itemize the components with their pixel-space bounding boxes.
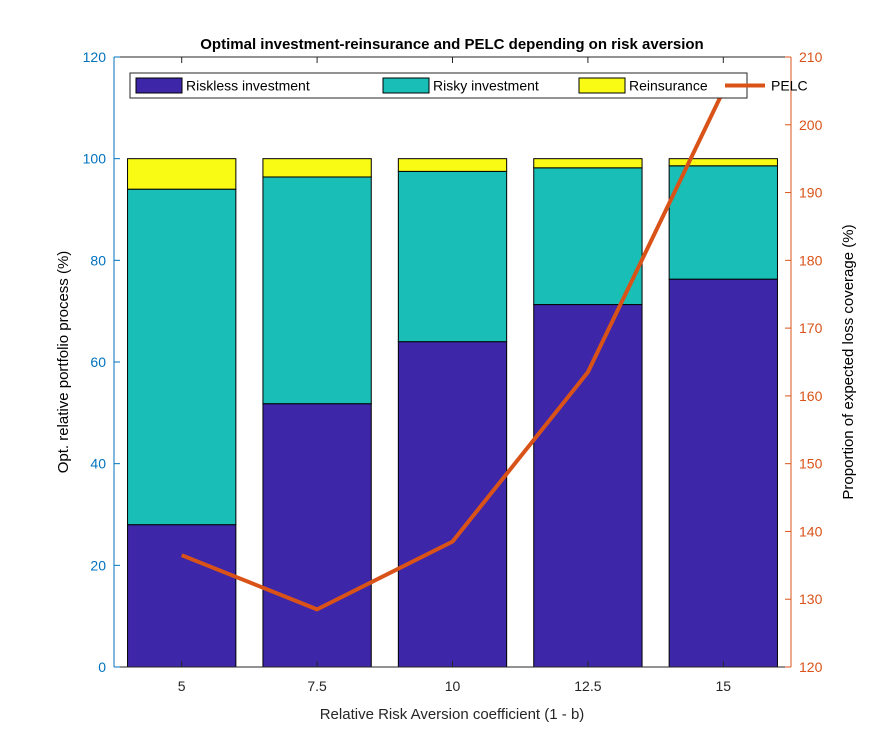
left-tick-label: 120 [83,49,107,65]
legend-swatch-riskless-investment [135,77,183,94]
bar-riskless-investment-5 [127,524,237,668]
right-tick-label: 130 [799,591,823,607]
legend-swatch-reinsurance [578,77,626,94]
legend-swatch-risky-investment [382,77,430,94]
chart-title: Optimal investment-reinsurance and PELC … [200,36,703,53]
bar-risky-investment-10 [397,170,508,343]
legend-label-pelc: PELC [771,78,808,94]
left-tick-label: 40 [90,456,106,472]
bar-reinsurance-15 [668,158,778,167]
x-tick-label: 12.5 [574,678,601,694]
right-tick-label: 120 [799,659,823,675]
x-tick-label: 15 [716,678,732,694]
left-tick-label: 0 [98,659,106,675]
bar-risky-investment-7.5 [262,176,372,405]
legend-label-reinsurance: Reinsurance [629,78,708,94]
bar-risky-investment-15 [668,165,778,280]
legend: Riskless investment Risky investment Reins… [129,72,808,99]
legend-label-riskless-investment: Riskless investment [186,78,310,94]
right-tick-label: 180 [799,252,823,268]
left-tick-label: 20 [90,557,106,573]
right-tick-label: 200 [799,117,823,133]
right-tick-label: 140 [799,523,823,539]
left-tick-label: 60 [90,354,106,370]
x-tick-label: 7.5 [307,678,327,694]
legend-label-risky-investment: Risky investment [433,78,539,94]
right-tick-label: 160 [799,388,823,404]
left-y-axis-label: Opt. relative portfolio process (%) [55,251,72,474]
bar-riskless-investment-12.5 [533,304,643,668]
right-y-axis-label: Proportion of expected loss coverage (%) [840,224,857,499]
bar-riskless-investment-7.5 [262,403,372,668]
left-tick-label: 100 [83,151,107,167]
x-axis-label: Relative Risk Aversion coefficient (1 - … [320,706,585,723]
bar-reinsurance-5 [127,158,237,190]
right-tick-label: 170 [799,320,823,336]
x-tick-label: 10 [445,678,461,694]
bar-reinsurance-7.5 [262,158,372,178]
right-tick-label: 190 [799,185,823,201]
bar-reinsurance-12.5 [533,158,643,169]
series-line-pelc [180,90,726,612]
bar-risky-investment-5 [127,188,237,526]
right-tick-label: 210 [799,49,823,65]
plot-area: 0 20 40 60 80 100 120 120 130 140 150 160 170 180 190 2… [83,49,823,694]
bar-risky-investment-12.5 [533,167,643,306]
bar-reinsurance-10 [397,158,508,172]
bar-riskless-investment-10 [397,341,508,668]
x-tick-label: 5 [178,678,186,694]
legend-box [129,72,748,99]
right-tick-label: 150 [799,456,823,472]
left-tick-label: 80 [90,252,106,268]
bar-riskless-investment-15 [668,278,778,668]
